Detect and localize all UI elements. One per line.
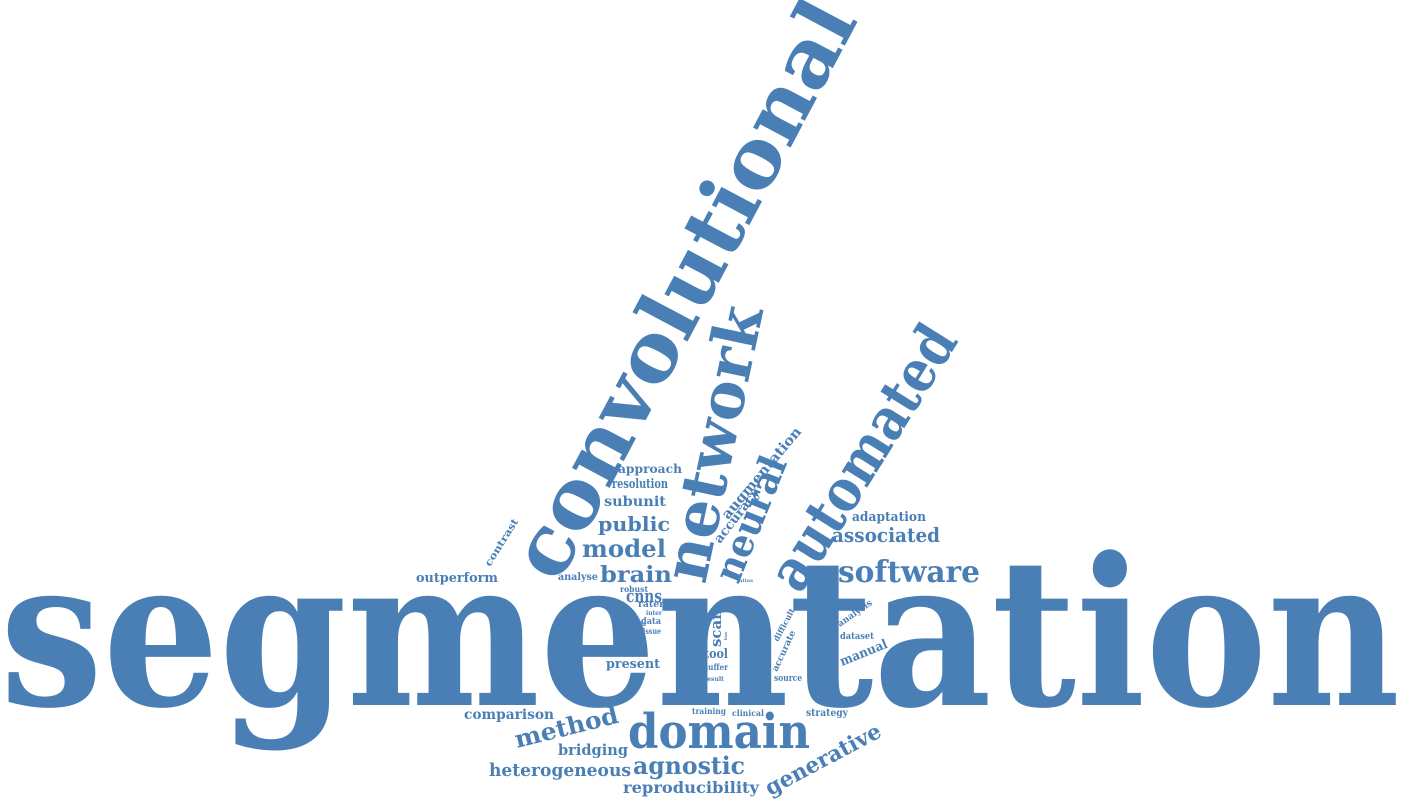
word-training: training [692,706,726,716]
word-atlas: atlas [739,578,753,584]
word-source: source [774,674,802,684]
word-contrast: subunit [604,494,667,510]
word-heterogeneous: heterogeneous [489,760,631,781]
word-present: present [606,657,660,672]
word-software: software [838,555,980,590]
word-intra: intra [630,621,646,628]
word-scan: scan [707,609,725,647]
word-result: result [704,676,724,683]
word-reproducibility: reproducibility [623,778,760,797]
word-clinical: clinical [732,708,764,718]
word-suffer: suffer [704,662,729,672]
word-resolution: approach [618,462,682,476]
word-associated: associated [832,523,940,547]
word-bias: bias [723,631,728,640]
word-inter: inter [646,610,663,617]
word-brain: brain [600,562,672,588]
word-issue: issue [643,626,661,636]
word-segmentation: segmentation [0,514,1400,754]
word-data: data [641,617,661,627]
word-strategy: strategy [806,708,849,719]
word-tool: tool [704,647,728,662]
word-adaptation: adaptation [852,510,927,525]
word-domain: domain [628,704,810,760]
word-outperform: outperform [416,571,498,586]
word-agnostic: agnostic [633,751,745,780]
word-dataset: dataset [840,632,875,642]
word-bridging: bridging [558,741,628,759]
word-comparison: comparison [464,707,554,723]
word-public: public [598,512,670,536]
word-robust: robust [620,584,648,594]
word-human: human [590,646,622,656]
word-model: model [582,534,666,563]
word-cnns: cnns [626,586,662,607]
word-subunit: resolution [612,477,668,492]
word-rater: rater [638,600,664,610]
word-analyse: analyse [558,572,598,583]
